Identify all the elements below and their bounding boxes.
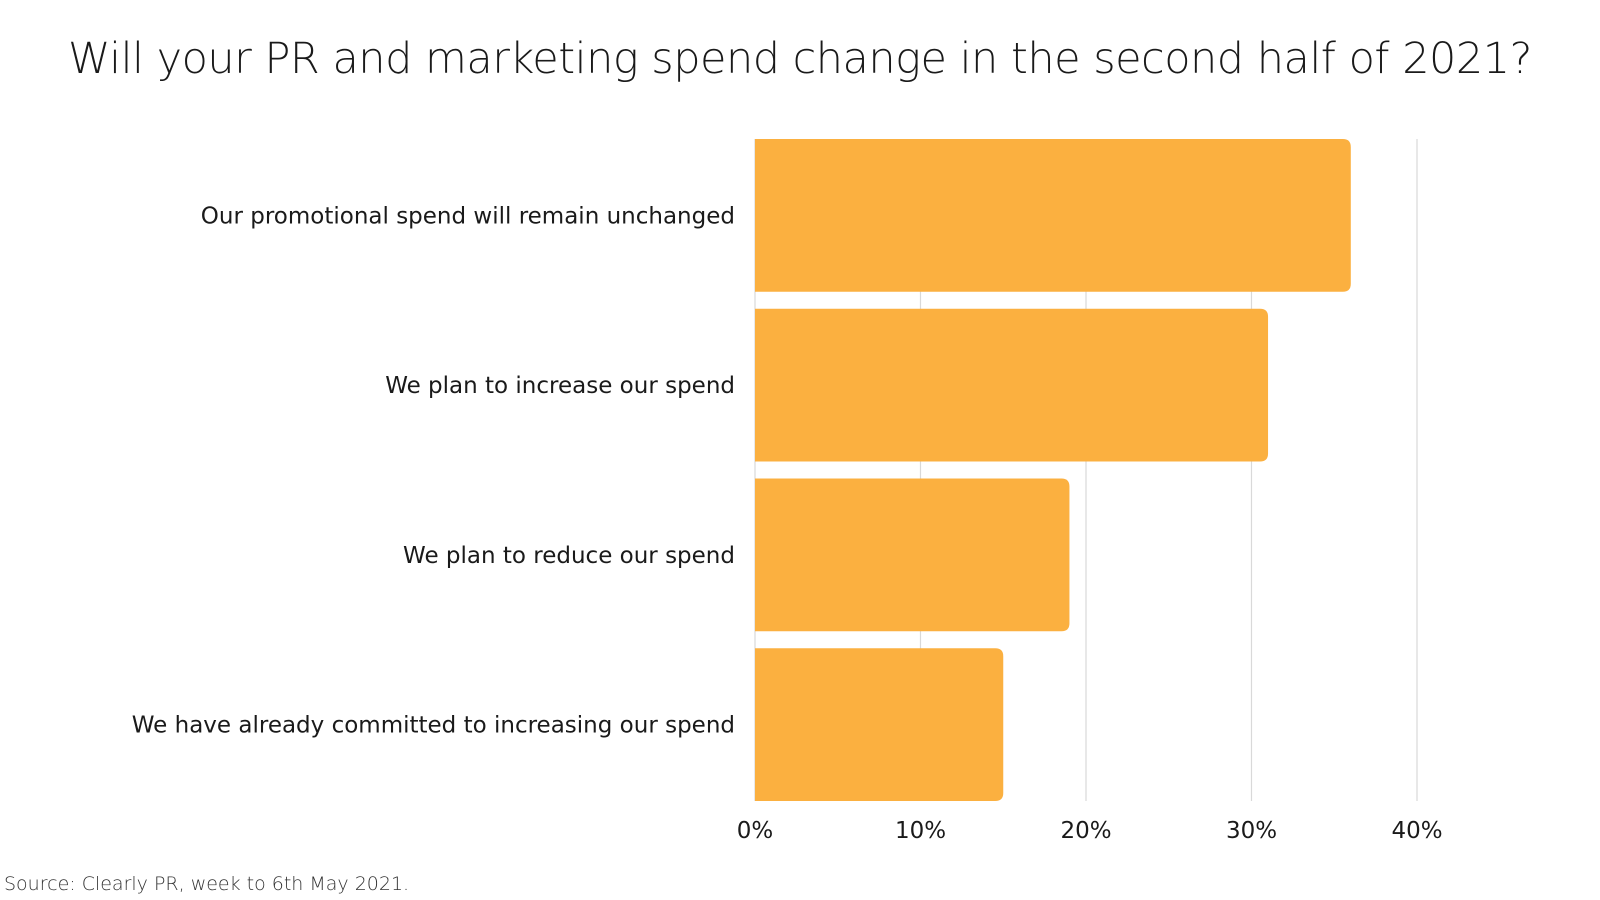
x-tick-label: 10% <box>895 818 946 844</box>
bar-4 <box>755 648 1004 801</box>
x-tick-label: 0% <box>737 818 774 844</box>
chart-title: Will your PR and marketing spend change … <box>68 34 1532 84</box>
bar-2 <box>755 308 1269 462</box>
source-note: Source: Clearly PR, week to 6th May 2021… <box>4 873 410 895</box>
category-label: We have already committed to increasing … <box>132 713 735 739</box>
x-tick-label: 20% <box>1060 818 1111 844</box>
bar-3 <box>755 478 1070 632</box>
category-labels: Our promotional spend will remain unchan… <box>132 203 735 738</box>
category-label: We plan to reduce our spend <box>403 543 735 569</box>
bar-1 <box>755 139 1351 292</box>
category-label: Our promotional spend will remain unchan… <box>201 203 735 229</box>
x-tick-label: 40% <box>1391 818 1442 844</box>
x-axis-ticks: 0% 10% 20% 30% 40% <box>737 818 1443 844</box>
category-label: We plan to increase our spend <box>385 373 735 399</box>
x-tick-label: 30% <box>1226 818 1277 844</box>
bars <box>755 139 1351 801</box>
